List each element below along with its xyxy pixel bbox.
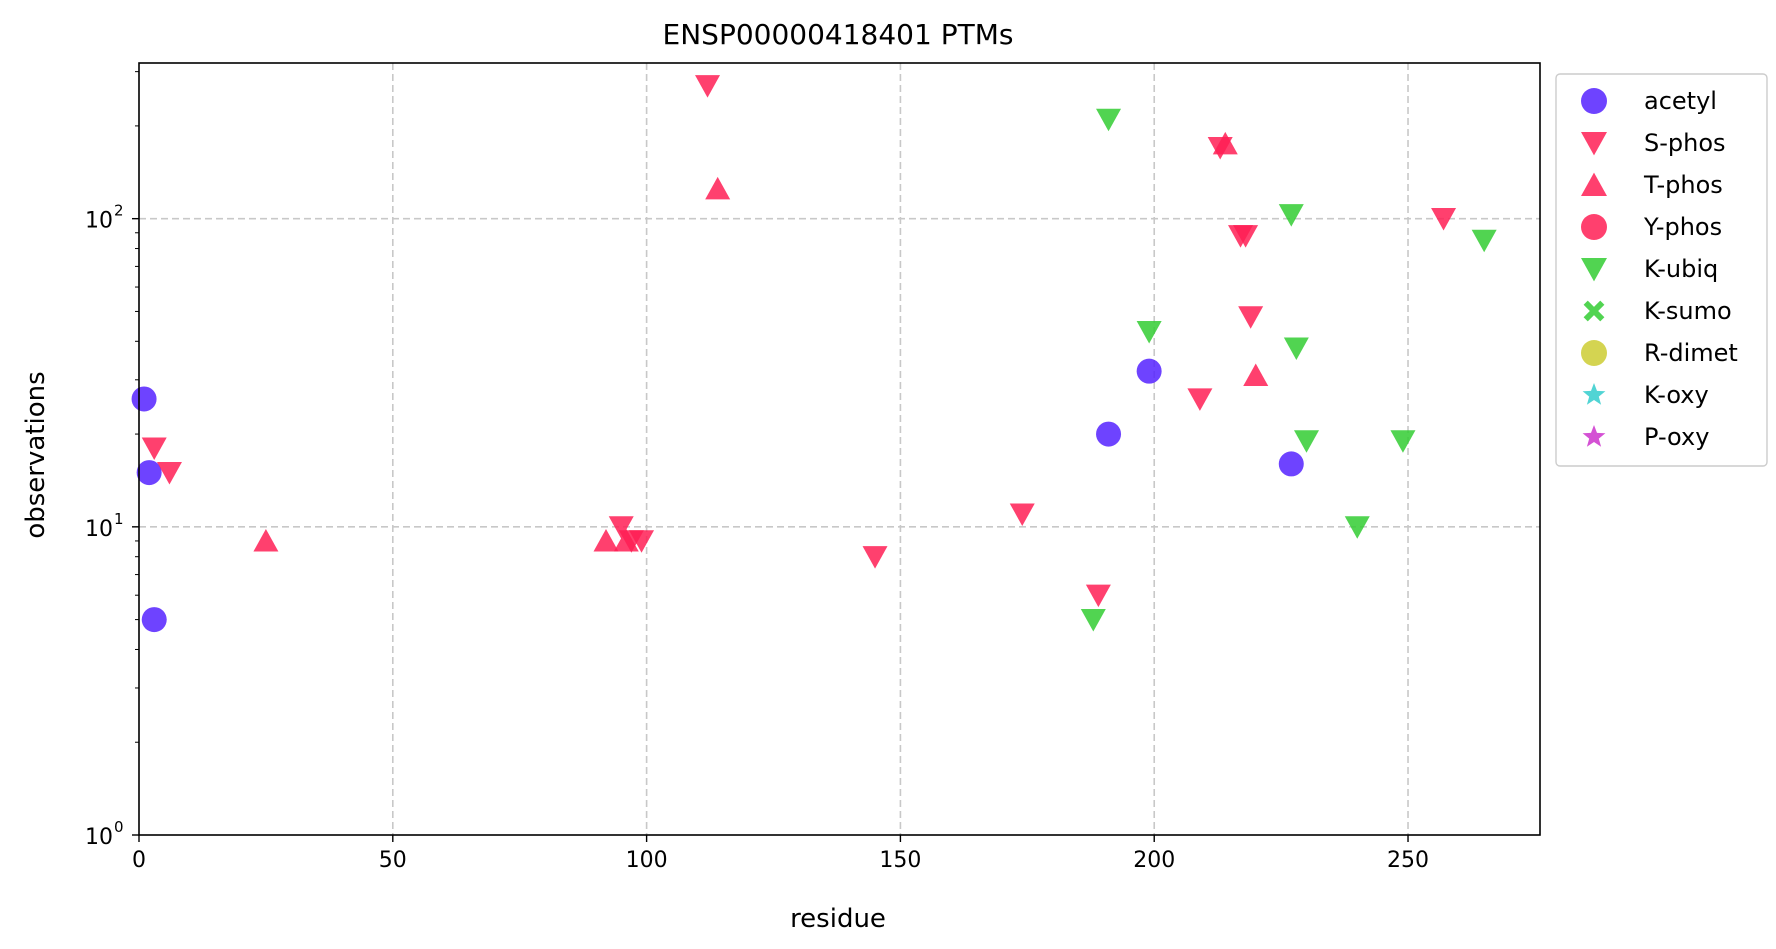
data-point-triangle-down (1080, 608, 1106, 632)
data-point-triangle-up (613, 529, 639, 552)
data-point-triangle-down (862, 546, 888, 569)
data-point-circle (1096, 421, 1122, 447)
data-point-triangle-down (141, 437, 167, 461)
data-point-circle (141, 607, 167, 633)
data-point-triangle-down (1344, 516, 1370, 539)
legend-item: K-sumo (1583, 297, 1732, 325)
data-point-triangle-up (705, 176, 731, 200)
legend-label: K-sumo (1644, 297, 1732, 325)
legend-marker-triangle-up (1581, 172, 1607, 197)
data-point-triangle-up (593, 529, 619, 552)
data-point-triangle-down (608, 516, 634, 539)
x-tick-label: 100 (626, 848, 668, 873)
y-tick-label: 10 0 (85, 818, 124, 850)
data-point-triangle-down (1471, 229, 1497, 253)
legend-label: Y-phos (1643, 213, 1722, 241)
y-axis-label: observations (21, 371, 51, 538)
plot-area-frame (138, 62, 1541, 836)
x-tick-label: 200 (1133, 848, 1175, 873)
data-point-triangle-down (156, 461, 182, 485)
legend-label: R-dimet (1644, 339, 1738, 367)
legend-item: P-oxy (1582, 423, 1709, 451)
legend-marker-star (1582, 425, 1606, 447)
legend-label: K-ubiq (1644, 255, 1718, 283)
data-point-circle (1278, 451, 1304, 477)
data-point-triangle-down (1238, 306, 1264, 329)
legend-marker-triangle-down (1581, 131, 1607, 156)
legend-box (1555, 73, 1768, 467)
data-markers (131, 75, 1497, 633)
legend: acetyl S-phos T-phos Y-phos K-ubiq K-sumo R-di… (1555, 73, 1768, 467)
x-tick-label: 150 (879, 848, 921, 873)
legend-item: acetyl (1581, 87, 1717, 115)
chart-title: ENSP00000418401 PTMs (663, 18, 1014, 51)
data-point-triangle-down (629, 530, 655, 553)
svg-text:1: 1 (114, 510, 124, 528)
data-point-triangle-down (1294, 430, 1319, 453)
legend-label: T-phos (1643, 171, 1723, 199)
x-tick-label: 50 (379, 848, 407, 873)
data-point-triangle-down (1085, 584, 1111, 608)
data-point-triangle-down (695, 75, 721, 98)
legend-label: P-oxy (1644, 423, 1709, 451)
legend-marker-x (1583, 300, 1605, 322)
legend-marker-circle (1581, 214, 1607, 240)
y-tick-label: 10 1 (85, 510, 124, 542)
data-point-triangle-down (1431, 208, 1457, 231)
legend-item: R-dimet (1581, 339, 1738, 367)
x-axis-label: residue (790, 904, 886, 934)
data-point-circle (136, 460, 162, 486)
legend-marker-triangle-down (1581, 257, 1607, 282)
legend-label: S-phos (1644, 129, 1726, 157)
x-tick-label: 0 (132, 848, 146, 873)
data-point-triangle-down (1009, 503, 1035, 526)
svg-text:0: 0 (114, 818, 124, 836)
legend-label: K-oxy (1644, 381, 1709, 409)
data-point-triangle-down (1187, 388, 1213, 411)
x-tick-label: 250 (1387, 848, 1429, 873)
data-point-triangle-down (1233, 225, 1259, 248)
svg-text:10: 10 (85, 209, 113, 234)
legend-marker-circle (1581, 340, 1607, 366)
legend-item: S-phos (1581, 129, 1726, 157)
data-point-triangle-up (1212, 131, 1238, 155)
legend-item: K-oxy (1582, 381, 1709, 409)
data-point-triangle-up (253, 529, 279, 552)
legend-item: Y-phos (1581, 213, 1722, 241)
legend-marker-star (1582, 383, 1606, 405)
data-point-triangle-up (1243, 363, 1269, 387)
data-point-triangle-down (1283, 337, 1309, 361)
legend-item: K-ubiq (1581, 255, 1718, 283)
data-point-triangle-down (1390, 430, 1416, 453)
data-point-triangle-down (1278, 204, 1304, 227)
data-point-circle (131, 386, 157, 412)
svg-text:2: 2 (114, 202, 124, 220)
legend-item: T-phos (1581, 171, 1723, 199)
legend-marker-circle (1581, 88, 1607, 114)
grid-lines (139, 63, 1540, 835)
data-point-circle (1136, 358, 1162, 384)
data-point-triangle-down (1136, 320, 1162, 344)
svg-text:10: 10 (85, 517, 113, 542)
data-point-triangle-down (1096, 108, 1122, 132)
svg-text:10: 10 (85, 825, 113, 850)
y-tick-label: 10 2 (85, 202, 124, 234)
legend-label: acetyl (1644, 87, 1717, 115)
